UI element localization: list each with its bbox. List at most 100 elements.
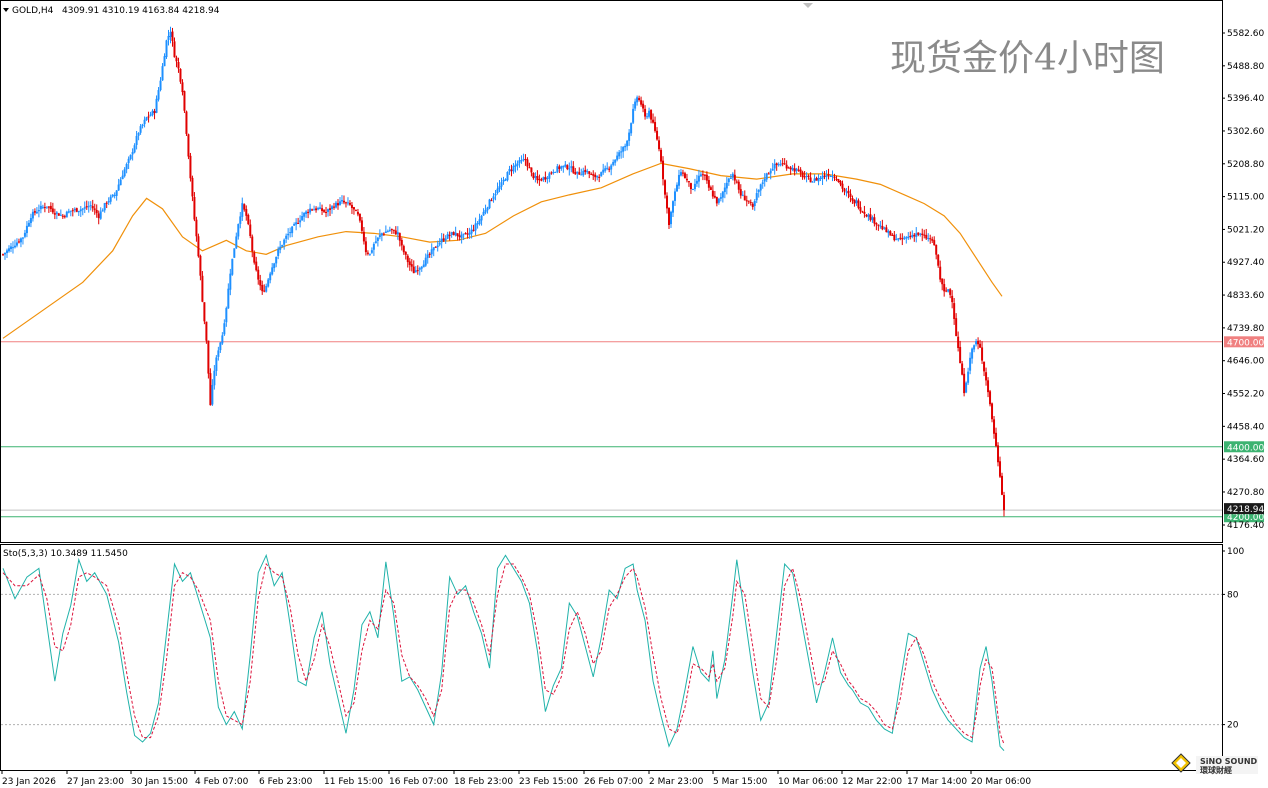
candle-body — [668, 207, 671, 226]
candle-body — [843, 188, 846, 192]
candle-body — [538, 179, 541, 181]
candle-body — [406, 255, 409, 263]
candle-body — [767, 173, 770, 175]
candle-body — [683, 173, 686, 179]
candle-body — [558, 166, 561, 169]
y-tick-label: 5302.60 — [1227, 127, 1264, 137]
candle-body — [703, 174, 706, 176]
candle-body — [681, 172, 684, 174]
candle-body — [245, 209, 248, 216]
candle-body — [169, 32, 172, 38]
candle-body — [488, 199, 491, 209]
candle-body — [5, 250, 8, 254]
candle-body — [309, 208, 312, 213]
candle-body — [562, 165, 565, 168]
candle-body — [506, 171, 509, 181]
candle-body — [358, 213, 361, 221]
candle-body — [795, 168, 798, 171]
scroll-marker-icon[interactable] — [803, 3, 813, 8]
candle-body — [199, 255, 202, 276]
candle-body — [438, 242, 441, 245]
candle-body — [1001, 475, 1004, 495]
level-tag-label: 4700.00 — [1227, 338, 1264, 348]
candle-body — [867, 214, 870, 218]
candle-body — [418, 268, 421, 270]
candle-body — [97, 213, 100, 219]
candle-body — [424, 257, 427, 266]
candle-body — [275, 256, 278, 264]
candle-body — [293, 224, 296, 226]
candle-body — [721, 191, 724, 198]
candle-body — [787, 167, 790, 169]
candle-body — [548, 173, 551, 179]
candle-body — [801, 172, 804, 178]
candle-body — [502, 179, 505, 182]
candle-body — [638, 98, 641, 100]
candle-body — [261, 285, 264, 292]
candle-body — [47, 206, 50, 208]
candle-body — [731, 173, 734, 178]
candle-body — [508, 169, 511, 172]
candle-body — [143, 119, 146, 125]
candle-body — [564, 164, 567, 167]
candle-body — [993, 419, 996, 434]
candle-body — [965, 382, 968, 393]
candle-body — [165, 40, 168, 58]
candle-body — [217, 350, 220, 357]
ohlc-label: 4309.91 4310.19 4163.84 4218.94 — [62, 6, 220, 16]
symbol-dropdown-icon[interactable] — [3, 8, 9, 12]
candle-body — [121, 175, 124, 180]
level-tag-label: 4400.00 — [1227, 443, 1264, 453]
candle-body — [35, 211, 38, 214]
level-tag-4700.00: 4700.00 — [1224, 336, 1264, 348]
candle-body — [123, 169, 126, 177]
candle-body — [831, 175, 834, 177]
candle-body — [811, 181, 814, 183]
candle-body — [57, 213, 60, 216]
candle-body — [707, 180, 710, 188]
candle-body — [135, 135, 138, 145]
candle-body — [448, 235, 451, 237]
candle-body — [677, 174, 680, 186]
candle-body — [739, 189, 742, 196]
candle-body — [512, 166, 515, 172]
candle-body — [769, 170, 772, 174]
candle-body — [735, 181, 738, 183]
candle-body — [576, 171, 579, 174]
candle-body — [620, 151, 623, 153]
candle-body — [671, 201, 674, 213]
candle-body — [402, 246, 405, 253]
candle-body — [881, 226, 884, 230]
y-tick-label: 4364.60 — [1227, 455, 1264, 465]
candle-body — [303, 212, 306, 217]
candle-body — [362, 231, 365, 242]
candle-body — [67, 211, 70, 213]
candle-body — [317, 208, 320, 210]
current-price-tag: 4218.94 — [1224, 503, 1264, 515]
candle-body — [805, 176, 808, 178]
candle-body — [101, 210, 104, 212]
candle-body — [297, 222, 300, 224]
candle-body — [939, 266, 942, 280]
candle-body — [157, 90, 160, 100]
candle-body — [662, 160, 665, 180]
x-tick-label: 6 Feb 23:00 — [259, 777, 313, 787]
candle-body — [434, 246, 437, 248]
candle-body — [464, 233, 467, 235]
candle-body — [650, 109, 653, 120]
candle-body — [247, 214, 250, 225]
y-tick-label: 5396.40 — [1227, 94, 1264, 104]
x-tick-label: 26 Feb 07:00 — [584, 777, 643, 787]
candle-body — [7, 248, 10, 252]
candle-body — [664, 180, 667, 195]
candle-body — [263, 290, 266, 292]
candle-body — [1003, 495, 1005, 511]
candle-body — [751, 203, 754, 207]
candle-body — [759, 184, 762, 191]
x-tick-label: 23 Feb 15:00 — [519, 777, 578, 787]
x-tick-label: 30 Jan 15:00 — [131, 777, 188, 787]
candle-body — [145, 117, 148, 121]
candle-body — [552, 172, 555, 174]
candle-body — [99, 211, 102, 219]
candle-body — [376, 237, 379, 241]
